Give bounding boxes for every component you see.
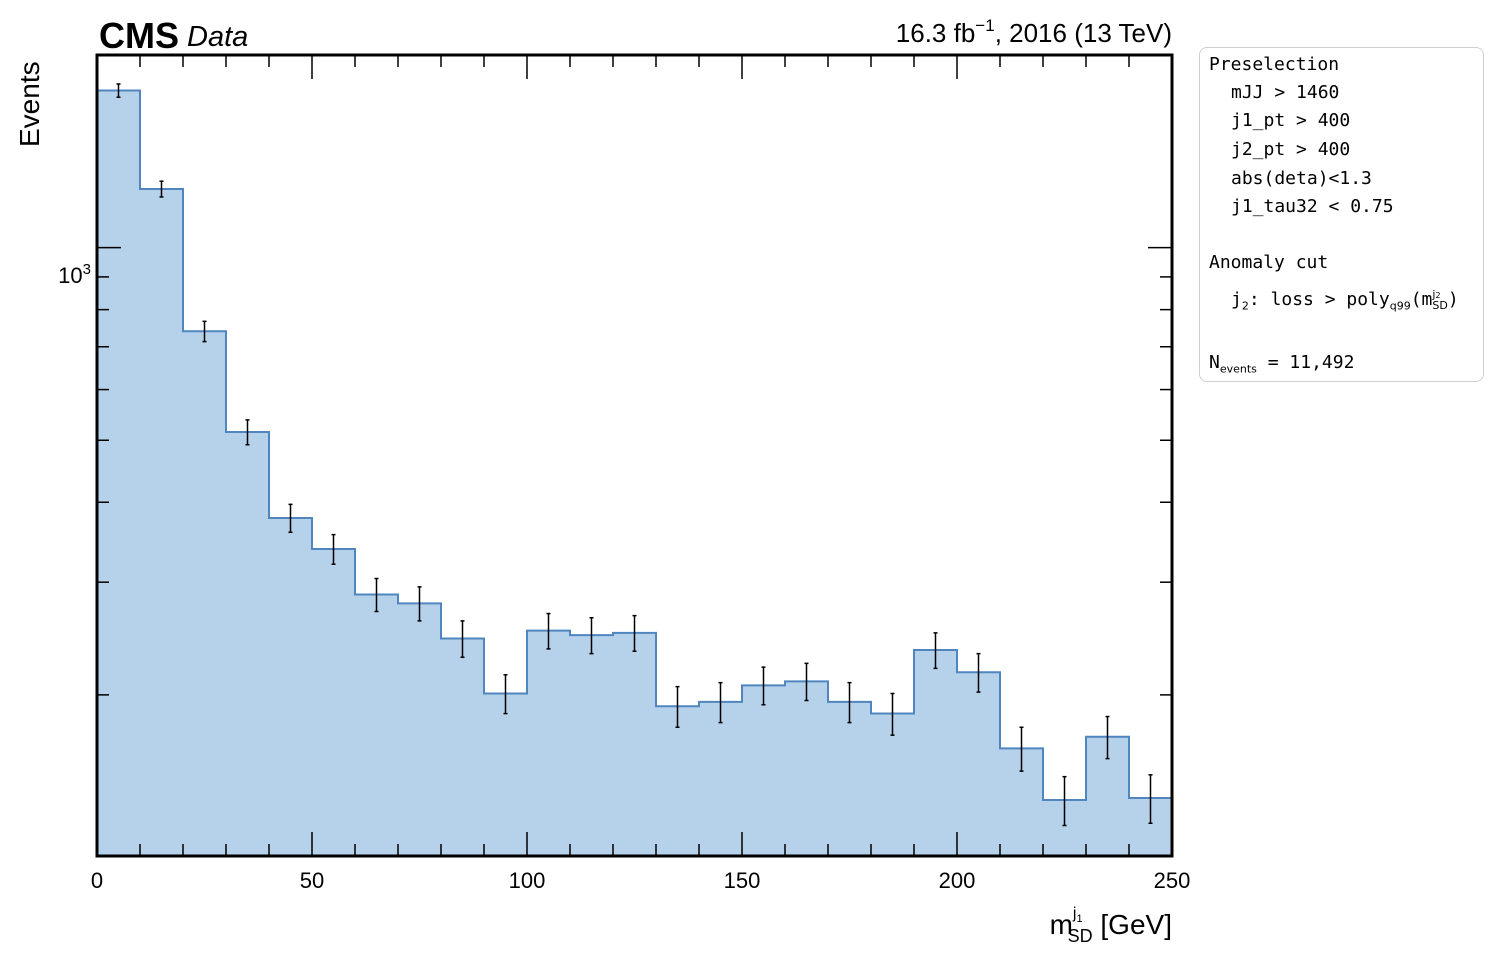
error-bar — [675, 685, 680, 729]
error-bar — [589, 616, 594, 655]
anomaly-cut-title: Anomaly cut — [1209, 252, 1329, 273]
axis-ticks: 0 50 100 150 200 250 — [91, 54, 1191, 893]
error-bar — [288, 503, 293, 534]
histogram-bin — [613, 632, 656, 856]
error-bar — [890, 692, 895, 736]
anomaly-cut-expression: j2: loss > polyq99(mj2 SD) — [1231, 287, 1459, 313]
cut-j1-tau32: j1_tau32 < 0.75 — [1231, 196, 1394, 217]
histogram-bin — [97, 90, 140, 857]
error-bars — [116, 83, 1153, 827]
error-bar — [546, 612, 551, 650]
error-bar — [1148, 774, 1153, 825]
x-tick-label: 50 — [300, 868, 324, 893]
error-bar — [503, 674, 508, 715]
histogram-bin — [957, 672, 1000, 856]
error-bar — [847, 681, 852, 724]
error-bar — [933, 632, 938, 670]
histogram-bin — [742, 685, 785, 856]
cut-deta: abs(deta)<1.3 — [1231, 168, 1372, 189]
histogram-bin — [398, 603, 441, 856]
error-bar — [245, 419, 250, 446]
histogram-bin — [484, 693, 527, 856]
error-bar — [1062, 775, 1067, 827]
x-tick-label: 0 — [91, 868, 103, 893]
error-bar — [460, 620, 465, 658]
histogram-bin — [785, 681, 828, 856]
error-bar — [976, 652, 981, 693]
histogram-bin — [570, 635, 613, 856]
error-bar — [718, 681, 723, 724]
x-tick-label: 200 — [939, 868, 976, 893]
histogram-bin — [183, 331, 226, 856]
histogram-bin — [140, 188, 183, 856]
histogram-fill — [97, 90, 1172, 857]
error-bar — [159, 180, 164, 198]
histogram-bin — [914, 650, 957, 856]
data-label: Data — [187, 21, 248, 53]
preselection-title: Preselection — [1209, 54, 1340, 75]
error-bar — [331, 533, 336, 566]
plot-frame — [95, 53, 1174, 858]
error-bar — [761, 666, 766, 706]
cut-j1-pt: j1_pt > 400 — [1231, 110, 1351, 131]
x-tick-label: 150 — [724, 868, 761, 893]
histogram-bin — [656, 706, 699, 856]
error-bar — [116, 83, 121, 98]
nevents-label: Nevents = 11,492 — [1209, 352, 1355, 376]
histogram-bin — [441, 638, 484, 856]
histogram-bin — [312, 549, 355, 856]
cut-j2-pt: j2_pt > 400 — [1231, 139, 1351, 160]
histogram-bin — [269, 517, 312, 856]
cut-mjj: mJJ > 1460 — [1231, 82, 1340, 103]
selection-info-box: Preselection mJJ > 1460 j1_pt > 400 j2_p… — [1199, 47, 1484, 382]
cms-label: CMS — [99, 15, 179, 56]
histogram-bin — [355, 594, 398, 856]
luminosity-label: 16.3 fb−1, 2016 (13 TeV) — [896, 16, 1172, 48]
x-axis-label: mj1 SD [GeV] — [1050, 905, 1172, 946]
histogram-bin — [699, 701, 742, 856]
histogram-bin — [527, 630, 570, 856]
x-tick-label: 250 — [1154, 868, 1191, 893]
error-bar — [417, 586, 422, 622]
y-tick-label-1000: 103 — [58, 261, 91, 288]
y-axis-label: Events — [14, 61, 45, 147]
error-bar — [632, 614, 637, 652]
error-bar — [804, 662, 809, 702]
error-bar — [374, 577, 379, 613]
histogram-bin — [226, 432, 269, 856]
x-tick-label: 100 — [509, 868, 546, 893]
error-bar — [1019, 726, 1024, 772]
histogram-bin — [828, 701, 871, 856]
histogram-bin — [871, 713, 914, 856]
error-bar — [202, 320, 207, 343]
error-bar — [1105, 715, 1110, 760]
